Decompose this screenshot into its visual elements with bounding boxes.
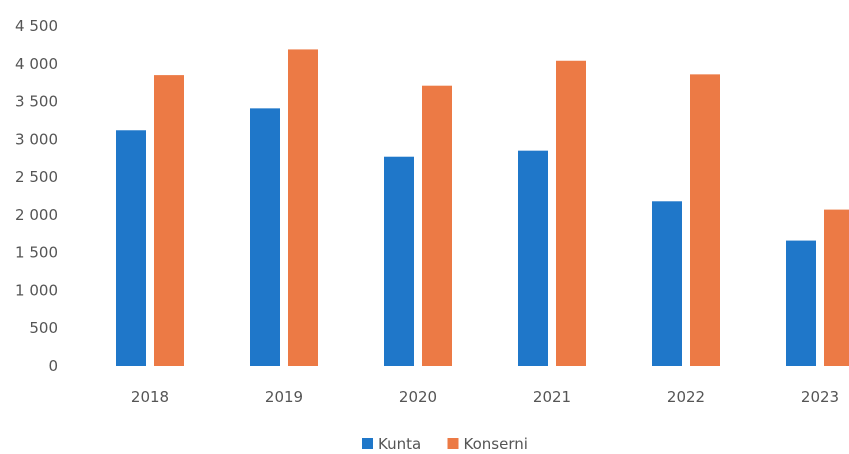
bar-kunta-2021 <box>518 150 548 366</box>
bars <box>116 49 849 367</box>
bar-konserni-2018 <box>154 75 184 366</box>
bar-konserni-2021 <box>556 60 586 366</box>
y-tick-label: 4 000 <box>15 55 58 73</box>
bar-kunta-2022 <box>652 201 682 366</box>
y-tick-label: 3 500 <box>15 93 58 111</box>
bar-kunta-2018 <box>116 130 146 366</box>
bar-konserni-2019 <box>288 49 318 367</box>
legend-swatch-konserni <box>447 438 459 449</box>
bar-konserni-2022 <box>690 74 720 366</box>
x-axis: 2018 2019 2020 2021 2022 2023 <box>131 388 839 406</box>
y-tick-label: 0 <box>48 357 58 375</box>
bar-kunta-2019 <box>250 108 280 366</box>
x-tick-label: 2021 <box>533 388 571 406</box>
bar-konserni-2020 <box>422 85 452 366</box>
y-tick-label: 2 000 <box>15 206 58 224</box>
legend: Kunta Konserni <box>362 435 528 453</box>
y-tick-label: 500 <box>29 319 58 337</box>
y-axis: 0 500 1 000 1 500 2 000 2 500 3 000 3 500 4 000 4… <box>15 17 58 375</box>
bar-konserni-2023 <box>824 209 849 366</box>
y-tick-label: 4 500 <box>15 17 58 35</box>
x-tick-label: 2023 <box>801 388 839 406</box>
bar-kunta-2020 <box>384 156 414 366</box>
x-tick-label: 2020 <box>399 388 437 406</box>
y-tick-label: 2 500 <box>15 168 58 186</box>
bar-kunta-2023 <box>786 240 816 366</box>
x-tick-label: 2019 <box>265 388 303 406</box>
y-tick-label: 1 500 <box>15 244 58 262</box>
x-tick-label: 2018 <box>131 388 169 406</box>
legend-label-kunta: Kunta <box>378 435 421 453</box>
legend-label-konserni: Konserni <box>464 435 528 453</box>
legend-swatch-kunta <box>362 438 373 449</box>
y-tick-label: 3 000 <box>15 130 58 148</box>
y-tick-label: 1 000 <box>15 281 58 299</box>
x-tick-label: 2022 <box>667 388 705 406</box>
